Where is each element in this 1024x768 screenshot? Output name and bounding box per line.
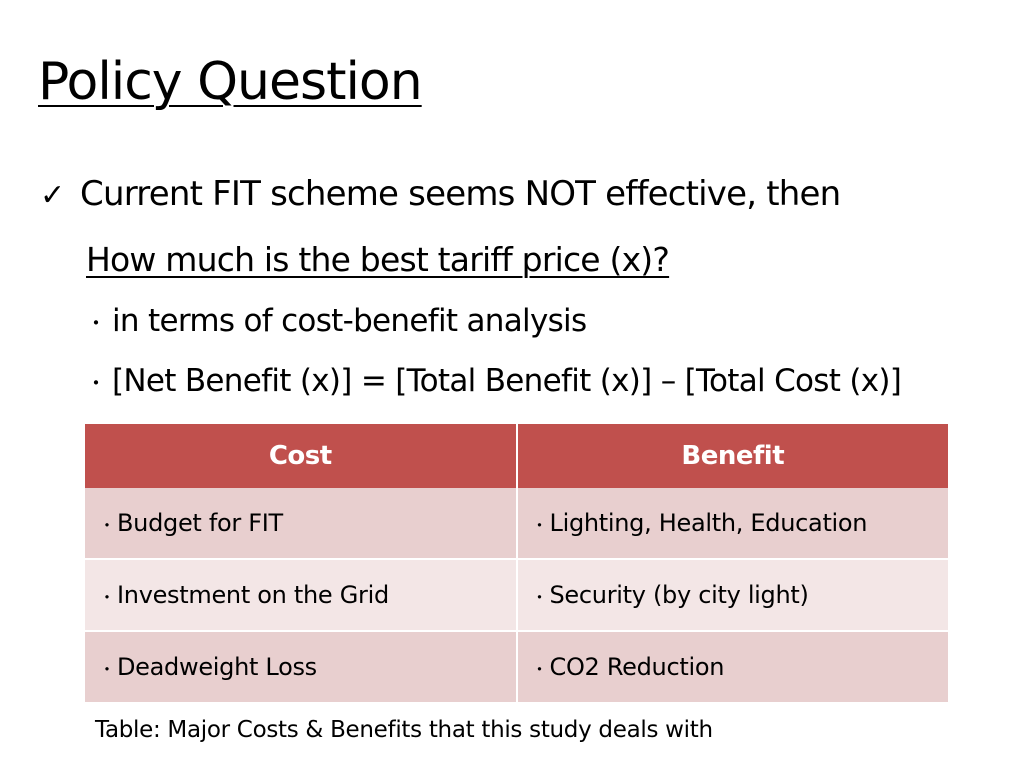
table-row: ・Investment on the Grid ・Security (by ci… — [85, 558, 948, 631]
bullet-dot-icon: ・ — [531, 660, 548, 679]
benefit-cell-text: Security (by city light) — [549, 581, 809, 609]
cost-cell-text: Budget for FIT — [117, 509, 283, 537]
bullet-dot-icon: ・ — [86, 310, 106, 335]
sub-bullet: ・ [Net Benefit (x)] = [Total Benefit (x)]… — [86, 360, 902, 404]
cost-benefit-table: Cost Benefit ・Budget for FIT ・Lighting, … — [85, 424, 948, 702]
bullet-dot-icon: ・ — [99, 660, 115, 679]
table-row: ・Budget for FIT ・Lighting, Health, Educa… — [85, 488, 948, 559]
main-bullet: ✓ Current FIT scheme seems NOT effective,… — [40, 172, 841, 218]
benefit-cell-text: CO2 Reduction — [549, 653, 725, 681]
cost-cell-text: Investment on the Grid — [117, 581, 389, 609]
header-benefit: Benefit — [515, 424, 948, 488]
policy-question: How much is the best tariff price (x)? — [86, 240, 670, 279]
bullet-dot-icon: ・ — [531, 588, 548, 607]
checkmark-icon: ✓ — [40, 178, 65, 213]
table-row: ・Deadweight Loss ・CO2 Reduction — [85, 630, 948, 702]
bullet-dot-icon: ・ — [531, 516, 548, 535]
sub-bullet: ・ in terms of cost-benefit analysis — [86, 300, 587, 344]
sub-bullet-text: [Net Benefit (x)] = [Total Benefit (x)] … — [112, 363, 902, 399]
sub-bullet-text: in terms of cost-benefit analysis — [112, 303, 587, 339]
cost-cell: ・Investment on the Grid — [85, 558, 517, 631]
main-bullet-text: Current FIT scheme seems NOT effective, … — [80, 174, 841, 214]
table-caption: Table: Major Costs & Benefits that this … — [95, 717, 713, 743]
benefit-cell: ・Security (by city light) — [515, 558, 948, 631]
slide-title: Policy Question — [38, 52, 423, 112]
benefit-cell-text: Lighting, Health, Education — [549, 509, 868, 537]
cost-cell: ・Budget for FIT — [85, 488, 517, 559]
benefit-cell: ・Lighting, Health, Education — [515, 488, 948, 559]
benefit-cell: ・CO2 Reduction — [515, 630, 948, 702]
bullet-dot-icon: ・ — [99, 516, 115, 535]
bullet-dot-icon: ・ — [99, 588, 115, 607]
bullet-dot-icon: ・ — [86, 370, 106, 395]
cost-cell: ・Deadweight Loss — [85, 630, 517, 702]
header-cost: Cost — [85, 424, 517, 488]
cost-cell-text: Deadweight Loss — [117, 653, 317, 681]
table-header-row: Cost Benefit — [85, 424, 948, 488]
